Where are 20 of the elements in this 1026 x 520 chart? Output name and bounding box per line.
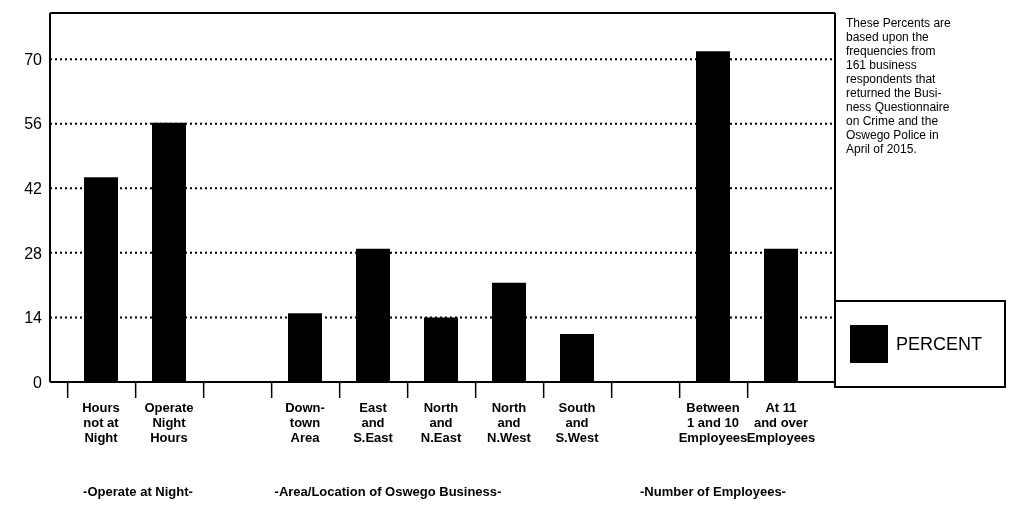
text: These Percents are based upon the frequencies from 161 business respondents that returned the Busi- ness Questionnaire on Crime and the Oswego Police in April of 2015.: [846, 16, 951, 156]
y-tick-label: 42: [24, 179, 43, 197]
text: -Area/Location of Oswego Business-: [273, 484, 503, 499]
x-tick-label: At 11 and over Employees: [746, 400, 816, 445]
x-tick-label: East and S.East: [353, 400, 394, 445]
y-tick-label: 70: [24, 50, 43, 68]
text: -Number of Employees-: [639, 484, 787, 499]
x-tick-label: Down- town Area: [285, 400, 325, 445]
text: -Operate at Night-: [82, 484, 194, 499]
y-tick-label: 0: [33, 373, 43, 391]
y-tick-label: 14: [24, 309, 43, 327]
legend-label: PERCENT: [896, 333, 983, 355]
x-tick-label: North and N.West: [487, 400, 532, 445]
y-tick-label: 28: [24, 244, 43, 262]
x-tick-label: Operate Night Hours: [144, 400, 194, 445]
x-tick-label: South and S.West: [555, 400, 600, 445]
y-tick-label: 56: [24, 115, 43, 133]
x-tick-label: Hours not at Night: [82, 400, 120, 445]
x-tick-label: North and N.East: [420, 400, 462, 445]
x-tick-label: Between 1 and 10 Employees: [678, 400, 748, 445]
